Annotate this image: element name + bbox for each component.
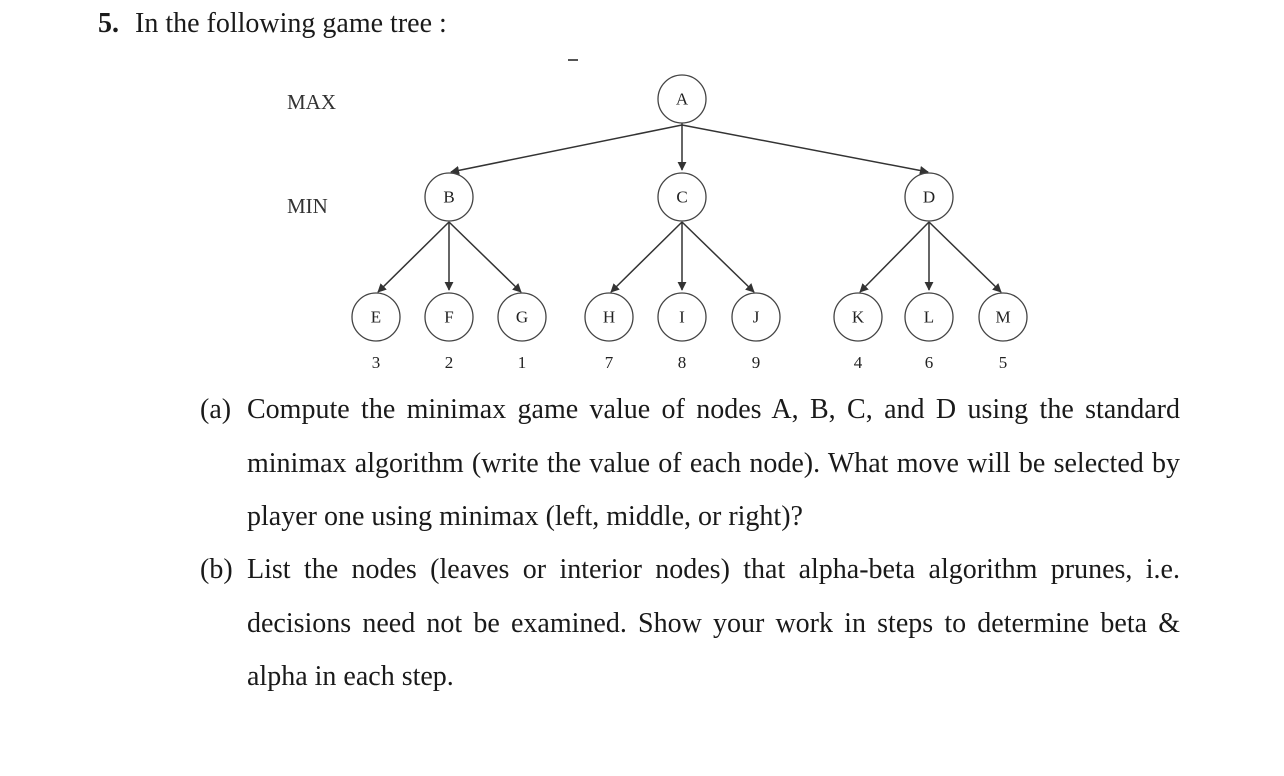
leaf-label-h: H <box>603 308 615 327</box>
edge-d-m <box>928 221 1002 293</box>
edge-b-e <box>377 221 450 293</box>
leaf-value-h: 7 <box>605 353 614 372</box>
game-tree-diagram: MAX MIN A B C D E 3 <box>287 59 1028 372</box>
tree-leaf-l: L 6 <box>904 292 954 372</box>
tree-leaf-g: G 1 <box>497 292 547 372</box>
leaf-value-i: 8 <box>678 353 687 372</box>
tree-node-c: C <box>657 172 707 222</box>
leaf-value-j: 9 <box>752 353 761 372</box>
edge-c-h <box>610 221 683 293</box>
leaf-label-i: I <box>679 308 685 327</box>
node-label-a: A <box>676 90 689 109</box>
tree-node-d: D <box>904 172 954 222</box>
tree-leaf-e: E 3 <box>351 292 401 372</box>
node-label-d: D <box>923 188 935 207</box>
node-label-c: C <box>676 188 687 207</box>
leaf-value-f: 2 <box>445 353 454 372</box>
leaf-value-e: 3 <box>372 353 381 372</box>
edge-a-d <box>681 124 929 175</box>
part-a-text: Compute the minimax game value of nodes … <box>247 394 1180 532</box>
part-b-text: List the nodes (leaves or interior nodes… <box>247 554 1180 692</box>
leaf-label-g: G <box>516 308 528 327</box>
tree-leaf-h: H 7 <box>584 292 634 372</box>
leaf-label-m: M <box>995 308 1010 327</box>
leaf-value-m: 5 <box>999 353 1008 372</box>
root-edges <box>450 123 929 175</box>
leaf-label-e: E <box>371 308 381 327</box>
tree-leaf-m: M 5 <box>978 292 1028 372</box>
level-label-min: MIN <box>287 194 328 218</box>
edge-b-g <box>448 221 522 293</box>
leaf-label-j: J <box>753 308 760 327</box>
level-label-max: MAX <box>287 90 336 114</box>
node-label-b: B <box>443 188 454 207</box>
leaf-value-k: 4 <box>854 353 863 372</box>
part-b: (b) List the nodes (leaves or interior n… <box>200 543 1180 704</box>
tree-node-b: B <box>424 172 474 222</box>
tree-leaf-k: K 4 <box>833 292 883 372</box>
leaf-value-g: 1 <box>518 353 527 372</box>
leaf-label-f: F <box>444 308 453 327</box>
part-b-marker: (b) <box>200 554 233 585</box>
edge-d-k <box>859 221 930 293</box>
leaf-edges <box>377 221 1002 293</box>
tree-node-a: A <box>657 74 707 124</box>
leaf-label-k: K <box>852 308 865 327</box>
part-a: (a) Compute the minimax game value of no… <box>200 383 1180 544</box>
tree-leaf-f: F 2 <box>424 292 474 372</box>
tree-leaf-i: I 8 <box>657 292 707 372</box>
edge-c-j <box>681 221 755 293</box>
question-number: 5. <box>98 8 119 39</box>
leaf-label-l: L <box>924 308 934 327</box>
question-header: 5. In the following game tree : <box>98 4 447 44</box>
tree-leaf-j: J 9 <box>731 292 781 372</box>
part-a-marker: (a) <box>200 394 232 425</box>
leaf-value-l: 6 <box>925 353 934 372</box>
edge-a-b <box>450 124 683 175</box>
question-title: In the following game tree : <box>135 8 447 39</box>
